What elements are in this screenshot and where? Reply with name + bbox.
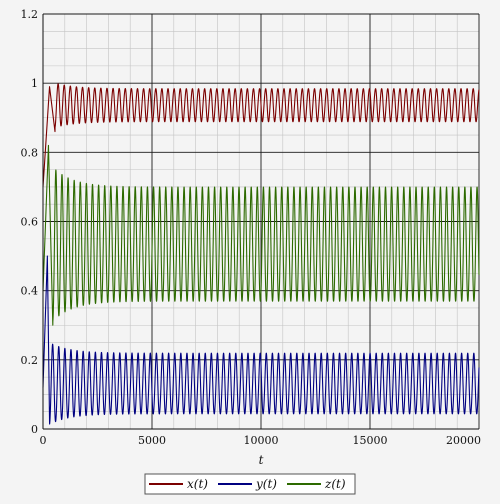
legend-label: y(t)	[255, 477, 277, 491]
y-tick-label: 0.6	[21, 216, 39, 229]
legend-label: z(t)	[324, 477, 346, 491]
x-tick-label: 15000	[353, 434, 388, 447]
x-axis-label: t	[259, 453, 264, 467]
series-layer	[42, 83, 480, 425]
y-tick-label: 1.2	[21, 8, 39, 21]
series-line-3	[42, 144, 480, 326]
y-tick-label: 1	[31, 77, 38, 90]
legend: x(t) y(t) z(t)	[144, 473, 356, 495]
series-line-1	[42, 83, 480, 187]
y-tick-label: 0.8	[21, 146, 39, 159]
x-tick-label: 10000	[244, 434, 279, 447]
x-tick-label: 0	[40, 434, 47, 447]
series-line-2	[42, 255, 480, 425]
tick-labels: 0 5000 10000 15000 20000 0 0.2 0.4 0.6 0.8 1 1.2	[21, 8, 482, 447]
axes-layer	[42, 14, 479, 430]
x-tick-label: 5000	[138, 434, 166, 447]
y-tick-label: 0.4	[21, 285, 39, 298]
x-tick-label: 20000	[446, 434, 481, 447]
y-tick-label: 0	[31, 423, 38, 436]
legend-label: x(t)	[187, 477, 208, 491]
y-tick-label: 0.2	[21, 354, 39, 367]
